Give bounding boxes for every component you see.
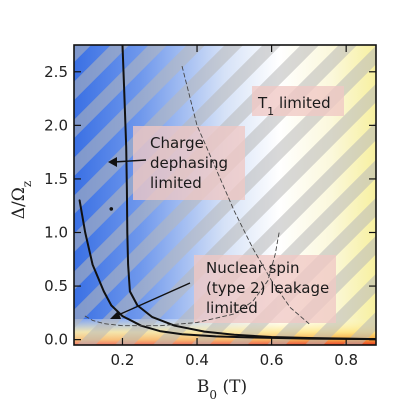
- charge-label-line3: limited: [150, 174, 202, 192]
- data-point: [109, 207, 114, 211]
- y-tick-label: 0.5: [44, 277, 68, 295]
- series-layer: [78, 45, 376, 341]
- x-axis-label: B0 (T): [197, 377, 247, 402]
- nuclear-label-line3: limited: [206, 299, 258, 317]
- series-4-dashed-curve: [84, 232, 280, 327]
- x-tick-label: 0.2: [111, 351, 135, 369]
- annotations: T1 limited Charge dephasing limited Nucl…: [108, 94, 331, 319]
- y-tick-label: 1.5: [44, 170, 68, 188]
- hatch-stripe: [114, 83, 376, 345]
- series-3-dashed-curve: [181, 65, 310, 325]
- x-tick-label: 0.8: [334, 351, 358, 369]
- nuclear-label-line1: Nuclear spin: [206, 259, 300, 277]
- hatch-stripe: [74, 45, 130, 101]
- nuclear-arrow-head: [110, 311, 121, 319]
- x-tick-label: 0.6: [260, 351, 284, 369]
- y-tick-label: 1.0: [44, 224, 68, 242]
- hatch-stripe: [380, 35, 415, 355]
- label-boxes: [133, 86, 344, 323]
- nuclear-label-line2: (type 2) leakage: [206, 279, 329, 297]
- ticks: 0.2 0.4 0.6 0.8 0.0 0.5 1.0 1.5 2.0 2.5: [44, 45, 376, 369]
- y-axis-label: Δ/Ωz: [9, 181, 34, 219]
- label-box: [133, 126, 245, 200]
- charge-label-line1: Charge: [150, 134, 204, 152]
- charge-arrow-head: [108, 157, 117, 167]
- label-box: [194, 255, 336, 323]
- charge-arrow-line: [113, 159, 147, 163]
- y-tick-label: 2.5: [44, 63, 68, 81]
- hatch-stripe: [304, 273, 376, 345]
- y-tick-label: 0.0: [44, 331, 68, 349]
- hatch-stripe: [74, 45, 206, 177]
- plot-frame: [73, 44, 377, 346]
- plot-area: [74, 35, 415, 355]
- t1-limited-label: T1 limited: [257, 94, 331, 118]
- charge-label-line2: dephasing: [150, 154, 228, 172]
- label-box: [252, 86, 344, 116]
- y-tick-label: 2.0: [44, 116, 68, 134]
- hatch-stripe: [74, 45, 244, 215]
- x-tick-label: 0.4: [185, 351, 209, 369]
- hatch-stripe: [74, 45, 168, 139]
- hatch-stripe: [74, 45, 282, 253]
- nuclear-arrow-line: [115, 282, 191, 317]
